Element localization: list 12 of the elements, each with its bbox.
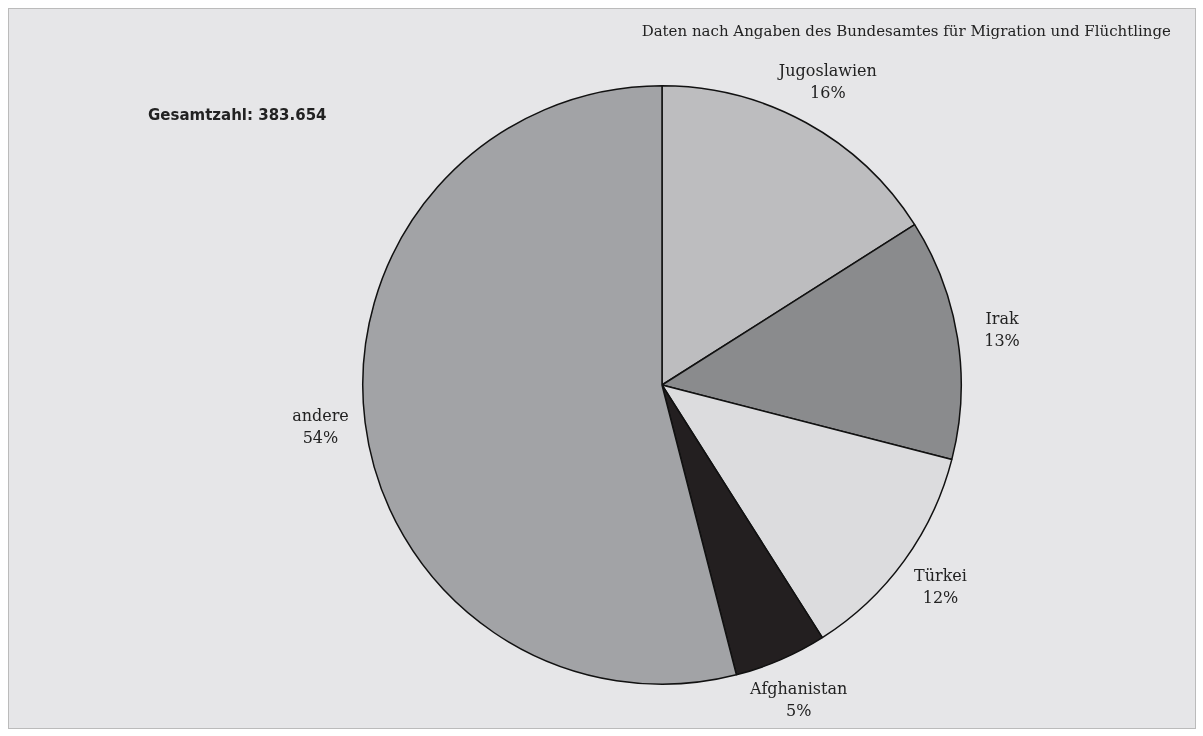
data-label: 54% <box>302 428 339 448</box>
slice-label: Irak <box>985 309 1019 329</box>
slice-label: andere <box>292 406 349 426</box>
data-label: 5% <box>786 701 812 721</box>
slice-label: Afghanistan <box>749 679 848 699</box>
data-label: 12% <box>922 587 959 607</box>
text: Gesamtzahl: 383.654 <box>148 106 327 124</box>
text: Daten nach Angaben des Bundesamtes für Migration und Flüchtlinge <box>641 22 1171 40</box>
data-label: 16% <box>810 83 846 103</box>
data-label: 13% <box>984 331 1020 351</box>
slice-label: Türkei <box>914 565 967 585</box>
slice-label: Jugoslawien <box>776 61 877 81</box>
